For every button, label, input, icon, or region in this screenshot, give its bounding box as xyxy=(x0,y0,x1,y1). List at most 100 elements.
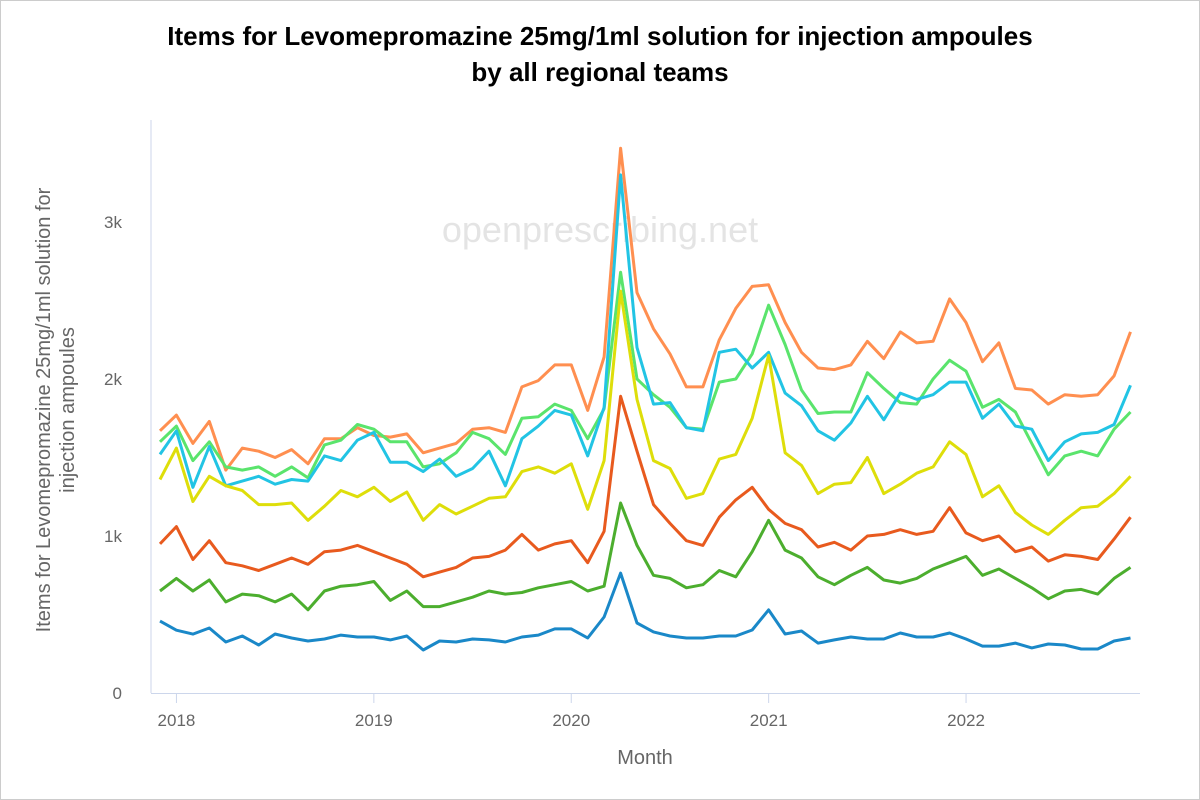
data-point[interactable] xyxy=(584,406,592,414)
data-point[interactable] xyxy=(337,486,345,494)
data-point[interactable] xyxy=(650,400,658,408)
data-point[interactable] xyxy=(1127,513,1135,521)
data-point[interactable] xyxy=(946,295,954,303)
data-point[interactable] xyxy=(386,636,394,644)
data-point[interactable] xyxy=(288,463,296,471)
data-point[interactable] xyxy=(781,340,789,348)
data-point[interactable] xyxy=(172,626,180,634)
data-point[interactable] xyxy=(715,336,723,344)
data-point[interactable] xyxy=(321,452,329,460)
data-point[interactable] xyxy=(1061,452,1069,460)
data-point[interactable] xyxy=(946,559,954,567)
data-point[interactable] xyxy=(205,443,213,451)
data-point[interactable] xyxy=(781,519,789,527)
data-point[interactable] xyxy=(255,501,263,509)
data-point[interactable] xyxy=(304,637,312,645)
data-point[interactable] xyxy=(403,458,411,466)
data-point[interactable] xyxy=(913,469,921,477)
data-point[interactable] xyxy=(617,569,625,577)
data-point[interactable] xyxy=(715,567,723,575)
data-point[interactable] xyxy=(798,386,806,394)
data-point[interactable] xyxy=(798,554,806,562)
data-point[interactable] xyxy=(798,526,806,534)
data-point[interactable] xyxy=(584,559,592,567)
data-point[interactable] xyxy=(518,383,526,391)
data-point[interactable] xyxy=(863,454,871,462)
data-point[interactable] xyxy=(452,439,460,447)
data-point[interactable] xyxy=(765,505,773,513)
data-point[interactable] xyxy=(650,457,658,465)
data-point[interactable] xyxy=(732,496,740,504)
series-line[interactable] xyxy=(159,501,1132,612)
data-point[interactable] xyxy=(172,427,180,435)
data-point[interactable] xyxy=(353,493,361,501)
data-point[interactable] xyxy=(518,414,526,422)
data-point[interactable] xyxy=(666,350,674,358)
data-point[interactable] xyxy=(748,483,756,491)
data-point[interactable] xyxy=(156,438,164,446)
data-point[interactable] xyxy=(304,460,312,468)
data-point[interactable] xyxy=(814,639,822,647)
data-point[interactable] xyxy=(1061,391,1069,399)
data-point[interactable] xyxy=(913,395,921,403)
data-point[interactable] xyxy=(896,629,904,637)
data-point[interactable] xyxy=(469,554,477,562)
series-line[interactable] xyxy=(158,394,1132,579)
data-point[interactable] xyxy=(682,494,690,502)
data-point[interactable] xyxy=(847,633,855,641)
data-point[interactable] xyxy=(419,449,427,457)
data-point[interactable] xyxy=(765,606,773,614)
data-point[interactable] xyxy=(255,592,263,600)
data-point[interactable] xyxy=(403,488,411,496)
series-3[interactable] xyxy=(156,287,1135,538)
data-point[interactable] xyxy=(732,375,740,383)
data-point[interactable] xyxy=(962,318,970,326)
data-point[interactable] xyxy=(518,633,526,641)
data-point[interactable] xyxy=(929,565,937,573)
data-point[interactable] xyxy=(485,552,493,560)
data-point[interactable] xyxy=(913,633,921,641)
data-point[interactable] xyxy=(255,463,263,471)
data-point[interactable] xyxy=(666,464,674,472)
data-point[interactable] xyxy=(172,444,180,452)
data-point[interactable] xyxy=(469,593,477,601)
data-point[interactable] xyxy=(452,563,460,571)
data-point[interactable] xyxy=(699,383,707,391)
data-point[interactable] xyxy=(1044,530,1052,538)
data-point[interactable] xyxy=(419,573,427,581)
data-point[interactable] xyxy=(584,634,592,642)
data-point[interactable] xyxy=(518,530,526,538)
data-point[interactable] xyxy=(880,490,888,498)
data-point[interactable] xyxy=(798,461,806,469)
data-point[interactable] xyxy=(485,587,493,595)
data-point[interactable] xyxy=(814,410,822,418)
data-point[interactable] xyxy=(403,438,411,446)
data-point[interactable] xyxy=(584,505,592,513)
data-point[interactable] xyxy=(617,144,625,152)
data-point[interactable] xyxy=(1061,587,1069,595)
data-point[interactable] xyxy=(699,634,707,642)
data-point[interactable] xyxy=(567,361,575,369)
data-point[interactable] xyxy=(501,450,509,458)
data-point[interactable] xyxy=(1061,551,1069,559)
data-point[interactable] xyxy=(452,510,460,518)
data-point[interactable] xyxy=(156,540,164,548)
data-point[interactable] xyxy=(880,355,888,363)
data-point[interactable] xyxy=(1011,574,1019,582)
data-point[interactable] xyxy=(748,548,756,556)
data-point[interactable] xyxy=(633,541,641,549)
data-point[interactable] xyxy=(979,642,987,650)
data-point[interactable] xyxy=(1044,471,1052,479)
data-point[interactable] xyxy=(715,632,723,640)
data-point[interactable] xyxy=(255,447,263,455)
data-point[interactable] xyxy=(403,587,411,595)
data-point[interactable] xyxy=(1011,422,1019,430)
data-point[interactable] xyxy=(847,361,855,369)
data-point[interactable] xyxy=(271,454,279,462)
data-point[interactable] xyxy=(534,422,542,430)
data-point[interactable] xyxy=(880,530,888,538)
data-point[interactable] xyxy=(304,560,312,568)
data-point[interactable] xyxy=(567,411,575,419)
data-point[interactable] xyxy=(913,530,921,538)
series-2[interactable] xyxy=(156,171,1135,491)
